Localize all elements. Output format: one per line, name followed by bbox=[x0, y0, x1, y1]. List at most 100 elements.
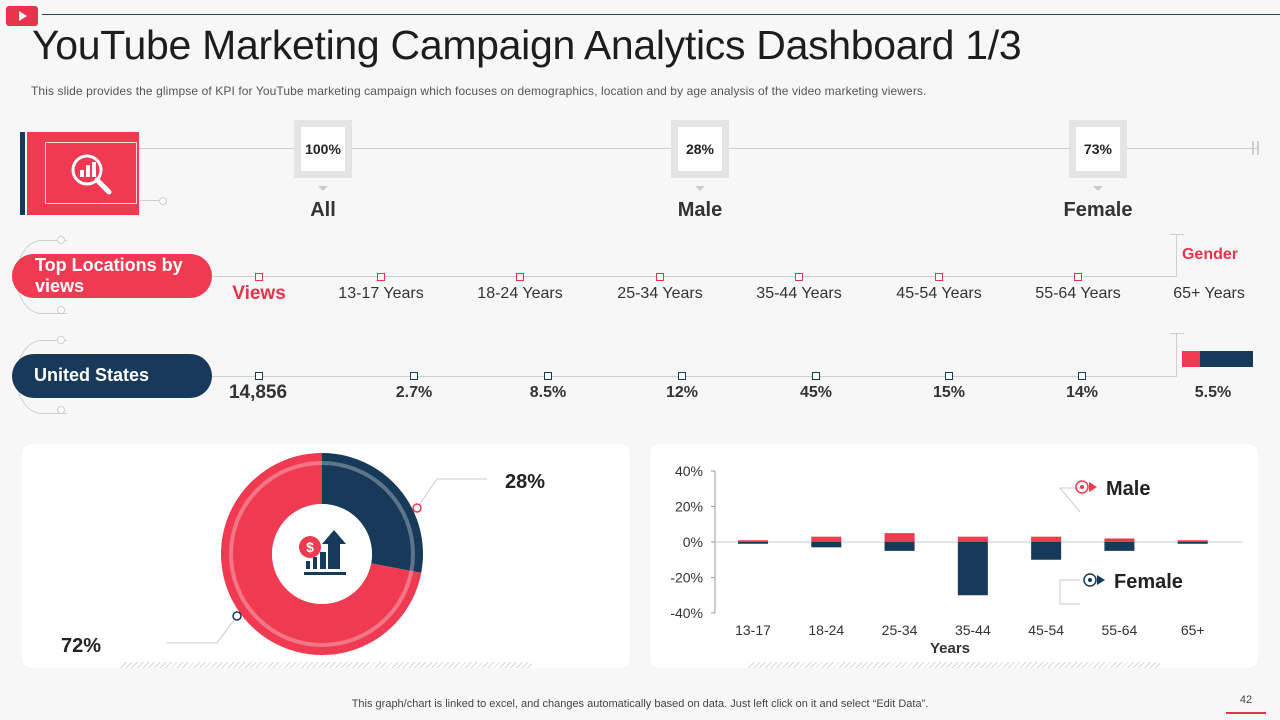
x-tick-label: 13-17 bbox=[735, 622, 771, 638]
row-bracket bbox=[1176, 234, 1177, 276]
age-row-line bbox=[212, 276, 1177, 277]
icon-block-accent bbox=[20, 132, 25, 215]
age-marker bbox=[1074, 273, 1082, 281]
bar-male-18-24 bbox=[811, 536, 842, 542]
x-tick-label: 45-54 bbox=[1028, 622, 1064, 638]
segment-all-label: All bbox=[310, 199, 336, 221]
age-value: 5.5% bbox=[1194, 384, 1232, 401]
segment-female-box: 73% bbox=[1069, 120, 1127, 178]
gender-label: Gender bbox=[1181, 246, 1238, 263]
top-rule bbox=[42, 14, 1280, 15]
y-tick-label: -40% bbox=[670, 605, 703, 621]
x-tick-label: 25-34 bbox=[882, 622, 918, 638]
connector-line bbox=[139, 200, 159, 201]
views-marker bbox=[255, 273, 263, 281]
bar-chart: 40% 20% 0% -20% -40% 13-17 18-24 25-34 35-44 45-5… bbox=[670, 463, 1243, 638]
connector-dot bbox=[159, 197, 167, 205]
age-value: 2.7% bbox=[395, 384, 433, 401]
legend-leader-male bbox=[1058, 487, 1081, 513]
donut-slice-male bbox=[322, 453, 423, 573]
svg-text:$: $ bbox=[306, 539, 314, 555]
y-tick-label: 0% bbox=[683, 534, 703, 550]
donut-label-female: 72% bbox=[61, 635, 102, 657]
page-number-bar bbox=[1226, 712, 1266, 714]
leader-line-female bbox=[167, 615, 238, 644]
bar-male-55-64 bbox=[1104, 538, 1135, 542]
x-tick-label: 65+ bbox=[1181, 622, 1205, 638]
age-value: 15% bbox=[932, 384, 966, 401]
segment-female-label: Female bbox=[1063, 199, 1133, 221]
age-label: 13-17 Years bbox=[338, 285, 424, 302]
leader-dot-male bbox=[412, 503, 422, 513]
bar-female-25-34 bbox=[884, 542, 915, 551]
bar-male-65+ bbox=[1177, 540, 1208, 542]
segment-all-box: 100% bbox=[294, 120, 352, 178]
search-analytics-icon bbox=[71, 154, 112, 195]
page-number: 42 bbox=[1239, 694, 1253, 706]
top-locations-pill: Top Locations by views bbox=[12, 254, 212, 298]
age-value-marker bbox=[1078, 372, 1086, 380]
age-value-marker bbox=[678, 372, 686, 380]
segment-male-box: 28% bbox=[671, 120, 729, 178]
age-value-marker bbox=[945, 372, 953, 380]
row-bracket bbox=[1176, 333, 1177, 376]
age-label: 65+ Years bbox=[1173, 285, 1245, 302]
bar-female-13-17 bbox=[738, 542, 768, 544]
bar-male-25-34 bbox=[884, 533, 915, 542]
age-marker bbox=[516, 273, 524, 281]
views-value-marker bbox=[255, 372, 263, 380]
youtube-logo-icon bbox=[6, 6, 38, 26]
legend-male: Male bbox=[1106, 478, 1151, 500]
bar-female-18-24 bbox=[811, 542, 842, 548]
x-tick-label: 18-24 bbox=[808, 622, 844, 638]
female-target-icon bbox=[1083, 573, 1105, 587]
views-label: Views bbox=[232, 283, 286, 304]
bar-female-35-44 bbox=[957, 542, 988, 596]
age-label: 45-54 Years bbox=[896, 285, 982, 302]
page-title: YouTube Marketing Campaign Analytics Das… bbox=[32, 22, 1022, 68]
age-value: 12% bbox=[665, 384, 699, 401]
age-marker bbox=[377, 273, 385, 281]
legend-leader-female bbox=[1059, 579, 1080, 605]
donut-inner-ring bbox=[229, 461, 415, 647]
panel-hatch bbox=[120, 662, 532, 668]
leader-line-male bbox=[416, 478, 487, 509]
age-marker bbox=[795, 273, 803, 281]
age-label: 55-64 Years bbox=[1035, 285, 1121, 302]
age-marker bbox=[656, 273, 664, 281]
bar-male-35-44 bbox=[957, 536, 988, 542]
age-label: 25-34 Years bbox=[617, 285, 703, 302]
page-subtitle: This slide provides the glimpse of KPI f… bbox=[31, 84, 927, 98]
donut-chart: $ bbox=[167, 453, 487, 655]
arc-dot bbox=[57, 336, 65, 344]
timeline-end bbox=[1257, 141, 1259, 155]
x-tick-label: 35-44 bbox=[955, 622, 991, 638]
country-pill: United States bbox=[12, 354, 212, 398]
x-axis-title: Years bbox=[929, 640, 971, 657]
value-row-line bbox=[212, 376, 1177, 377]
bar-male-45-54 bbox=[1031, 536, 1062, 542]
y-tick-label: 40% bbox=[675, 463, 703, 479]
donut-label-male: 28% bbox=[505, 471, 546, 493]
age-label: 35-44 Years bbox=[756, 285, 842, 302]
views-value: 14,856 bbox=[228, 382, 288, 403]
age-value-marker bbox=[812, 372, 820, 380]
segment-arrow bbox=[695, 186, 705, 191]
segment-male-label: Male bbox=[677, 199, 723, 221]
row-bracket bbox=[1170, 333, 1184, 334]
segment-arrow bbox=[1093, 186, 1103, 191]
legend-female: Female bbox=[1114, 571, 1183, 593]
bar-female-55-64 bbox=[1104, 542, 1135, 551]
age-value: 45% bbox=[799, 384, 833, 401]
age-value-marker bbox=[544, 372, 552, 380]
row-bracket bbox=[1170, 234, 1184, 235]
analytics-icon-block bbox=[27, 132, 139, 215]
y-tick-label: 20% bbox=[675, 499, 703, 515]
arc-dot bbox=[57, 236, 65, 244]
footnote: This graph/chart is linked to excel, and… bbox=[351, 698, 929, 710]
age-label: 18-24 Years bbox=[477, 285, 563, 302]
timeline-end bbox=[1252, 141, 1254, 155]
gender-split-female bbox=[1182, 351, 1200, 367]
bar-female-65+ bbox=[1177, 542, 1208, 544]
age-value-marker bbox=[410, 372, 418, 380]
